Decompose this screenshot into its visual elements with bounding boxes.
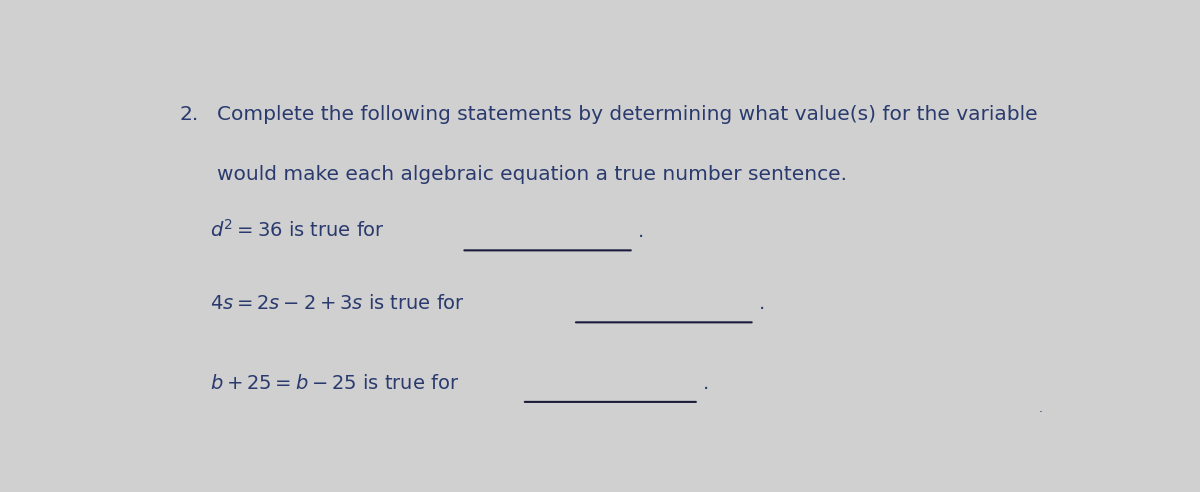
Text: $d^2 = 36$ is true for: $d^2 = 36$ is true for: [210, 219, 385, 241]
Text: would make each algebraic equation a true number sentence.: would make each algebraic equation a tru…: [217, 165, 847, 184]
Text: .: .: [638, 222, 644, 241]
Text: $b + 25 = b - 25$ is true for: $b + 25 = b - 25$ is true for: [210, 373, 460, 393]
Text: .: .: [1038, 402, 1042, 415]
Text: $4s = 2s - 2 + 3s$ is true for: $4s = 2s - 2 + 3s$ is true for: [210, 294, 466, 313]
Text: Complete the following statements by determining what value(s) for the variable: Complete the following statements by det…: [217, 104, 1038, 123]
Text: 2.: 2.: [180, 104, 199, 123]
Text: .: .: [703, 373, 709, 393]
Text: .: .: [760, 294, 766, 313]
